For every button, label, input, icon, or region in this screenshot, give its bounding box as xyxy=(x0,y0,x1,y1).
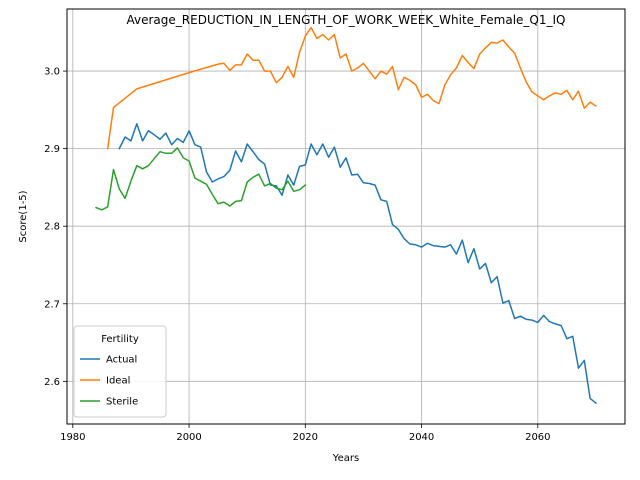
y-tick-label: 2.9 xyxy=(44,144,60,155)
legend: Fertility Actual Ideal Sterile xyxy=(73,325,167,418)
y-tick-label: 2.8 xyxy=(44,222,60,233)
series-line-actual xyxy=(118,123,597,405)
legend-label-ideal: Ideal xyxy=(106,376,130,387)
legend-box xyxy=(73,325,167,418)
x-tick-label: 2020 xyxy=(293,432,318,443)
y-axis-label: Score(1-5) xyxy=(18,190,29,242)
series-layer xyxy=(95,26,597,405)
legend-label-actual: Actual xyxy=(106,355,137,366)
plot-area-frame xyxy=(66,8,626,425)
series-line-ideal xyxy=(106,26,597,150)
x-axis: 1980 2000 2020 2040 2060 xyxy=(60,424,551,443)
legend-label-sterile: Sterile xyxy=(106,397,138,408)
legend-title: Fertility xyxy=(101,334,139,345)
x-tick-label: 2060 xyxy=(525,432,550,443)
y-axis: 2.6 2.7 2.8 2.9 3.0 xyxy=(44,67,67,388)
x-tick-label: 2040 xyxy=(409,432,434,443)
series-line-sterile xyxy=(95,147,307,211)
y-tick-label: 3.0 xyxy=(44,67,60,78)
x-axis-label: Years xyxy=(332,453,359,464)
x-tick-label: 1980 xyxy=(60,432,85,443)
y-tick-label: 2.6 xyxy=(44,377,60,388)
x-tick-label: 2000 xyxy=(176,432,201,443)
y-tick-label: 2.7 xyxy=(44,299,60,310)
chart-title: Average_REDUCTION_IN_LENGTH_OF_WORK_WEEK… xyxy=(127,13,566,27)
grid-lines xyxy=(67,9,625,424)
